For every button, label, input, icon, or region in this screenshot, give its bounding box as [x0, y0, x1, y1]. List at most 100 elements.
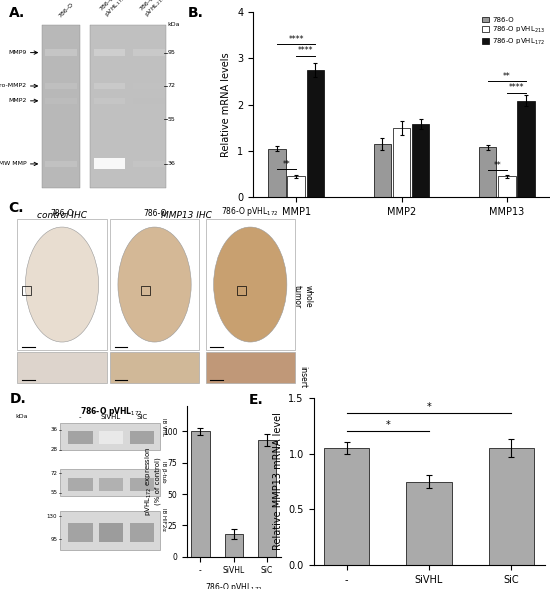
Text: D.: D.	[9, 392, 26, 406]
Text: 786-O
pVHL$_{213}$: 786-O pVHL$_{213}$	[138, 0, 168, 19]
Text: pro-MMP2: pro-MMP2	[0, 84, 26, 88]
Bar	[130, 431, 154, 444]
Bar	[133, 98, 164, 104]
Bar	[68, 522, 92, 542]
Text: whole
tumor: whole tumor	[293, 284, 312, 308]
Text: ****: ****	[298, 47, 314, 55]
Text: SiC: SiC	[136, 413, 147, 420]
Bar	[498, 177, 515, 197]
Bar	[412, 124, 430, 197]
Text: IB β-tub: IB β-tub	[161, 461, 166, 483]
Bar	[60, 511, 161, 550]
Bar	[237, 286, 246, 295]
Text: 55: 55	[50, 490, 57, 495]
Bar	[489, 448, 534, 565]
Bar	[393, 128, 410, 197]
Bar	[42, 25, 80, 188]
Bar	[60, 423, 161, 449]
Text: **: **	[283, 160, 290, 169]
Text: SiVHL: SiVHL	[101, 413, 121, 420]
Bar	[130, 478, 154, 491]
Bar	[46, 98, 77, 104]
Text: **: **	[493, 161, 501, 170]
Bar	[479, 147, 496, 197]
Bar	[46, 49, 77, 56]
Bar	[133, 82, 164, 90]
Bar	[68, 478, 92, 491]
Bar	[94, 161, 125, 167]
Bar	[206, 352, 295, 382]
Text: 786-O
pVHL$_{172}$: 786-O pVHL$_{172}$	[98, 0, 128, 19]
Text: 95: 95	[168, 50, 175, 55]
Text: 36: 36	[168, 161, 175, 167]
Text: **: **	[503, 72, 511, 81]
Bar	[191, 431, 210, 557]
Text: A.: A.	[9, 6, 25, 20]
Bar	[373, 144, 391, 197]
Legend: 786-O, 786-O pVHL$_{213}$, 786-O pVHL$_{172}$: 786-O, 786-O pVHL$_{213}$, 786-O pVHL$_{…	[481, 15, 547, 48]
Bar	[288, 177, 305, 197]
Bar	[22, 286, 31, 295]
Ellipse shape	[213, 227, 287, 342]
Bar	[94, 98, 125, 104]
Text: 55: 55	[168, 117, 175, 122]
Text: IB VHL: IB VHL	[161, 418, 166, 436]
Bar	[68, 431, 92, 444]
Bar	[406, 482, 452, 565]
Bar	[99, 522, 123, 542]
Text: *: *	[427, 402, 431, 412]
Y-axis label: Relative mRNA levels: Relative mRNA levels	[222, 52, 232, 157]
Text: 28: 28	[50, 447, 57, 452]
Text: 786-O pVHL$_{172}$: 786-O pVHL$_{172}$	[80, 405, 142, 418]
Text: 72: 72	[50, 471, 57, 475]
Text: kDa: kDa	[168, 22, 180, 27]
Bar	[99, 478, 123, 491]
Text: 72: 72	[168, 84, 176, 88]
Bar	[307, 70, 324, 197]
Bar	[258, 440, 276, 557]
Ellipse shape	[118, 227, 191, 342]
Text: B.: B.	[188, 6, 204, 20]
Bar	[99, 431, 123, 444]
Text: MMP13 IHC: MMP13 IHC	[161, 211, 212, 220]
Y-axis label: Relative MMP13 mRNA level: Relative MMP13 mRNA level	[273, 412, 283, 551]
Bar	[18, 219, 107, 350]
Text: kDa: kDa	[15, 413, 28, 419]
Text: *: *	[386, 420, 390, 430]
Text: 130: 130	[47, 514, 57, 519]
Bar	[46, 82, 77, 90]
Text: lowMW MMP: lowMW MMP	[0, 161, 26, 167]
Text: MMP2: MMP2	[8, 98, 26, 103]
Text: -: -	[79, 413, 81, 420]
Bar	[224, 534, 243, 557]
Text: ****: ****	[288, 35, 304, 44]
Bar	[268, 148, 285, 197]
Text: 786-O pVHL$_{172}$: 786-O pVHL$_{172}$	[222, 204, 279, 217]
Text: C.: C.	[8, 201, 23, 215]
Bar	[18, 352, 107, 382]
Text: 36: 36	[50, 428, 57, 432]
Text: IB HIF2α: IB HIF2α	[161, 508, 166, 531]
Text: 786-O: 786-O	[58, 2, 75, 19]
Text: 786-O: 786-O	[143, 209, 166, 217]
Text: E.: E.	[249, 392, 263, 406]
Text: insert: insert	[299, 366, 307, 388]
Y-axis label: pVHL$_{172}$ expression
(% of control): pVHL$_{172}$ expression (% of control)	[144, 446, 161, 517]
Text: control IHC: control IHC	[37, 211, 87, 220]
Bar	[130, 522, 154, 542]
Bar	[133, 49, 164, 56]
Bar	[110, 219, 199, 350]
Bar	[133, 161, 164, 167]
Bar	[206, 219, 295, 350]
Text: MMP9: MMP9	[8, 50, 26, 55]
Bar	[94, 158, 125, 170]
Text: 786-O: 786-O	[51, 209, 74, 217]
Bar	[90, 25, 166, 188]
Bar	[141, 286, 150, 295]
Bar	[518, 101, 535, 197]
Bar	[324, 448, 369, 565]
Bar	[60, 469, 161, 497]
Bar	[46, 161, 77, 167]
Text: ****: ****	[509, 84, 524, 92]
Bar	[94, 82, 125, 90]
